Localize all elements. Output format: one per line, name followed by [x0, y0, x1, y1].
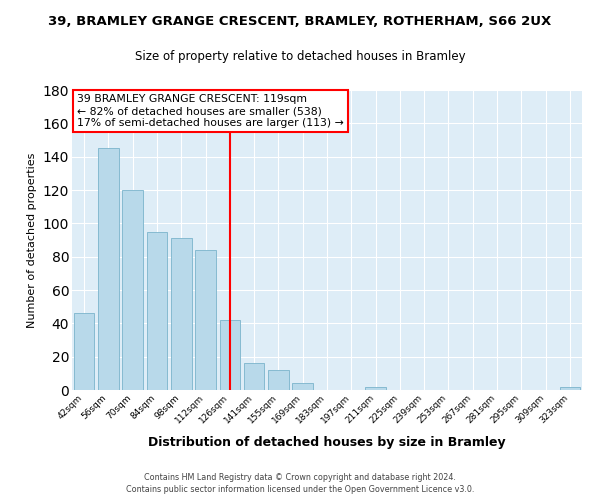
Text: 39 BRAMLEY GRANGE CRESCENT: 119sqm
← 82% of detached houses are smaller (538)
17: 39 BRAMLEY GRANGE CRESCENT: 119sqm ← 82%…: [77, 94, 344, 128]
X-axis label: Distribution of detached houses by size in Bramley: Distribution of detached houses by size …: [148, 436, 506, 449]
Bar: [171, 238, 191, 390]
Text: Contains HM Land Registry data © Crown copyright and database right 2024.: Contains HM Land Registry data © Crown c…: [144, 472, 456, 482]
Bar: [146, 232, 167, 390]
Bar: [268, 370, 289, 390]
Bar: [292, 384, 313, 390]
Bar: [122, 190, 143, 390]
Bar: [560, 386, 580, 390]
Bar: [220, 320, 240, 390]
Bar: [365, 386, 386, 390]
Text: Contains public sector information licensed under the Open Government Licence v3: Contains public sector information licen…: [126, 485, 474, 494]
Bar: [195, 250, 216, 390]
Text: 39, BRAMLEY GRANGE CRESCENT, BRAMLEY, ROTHERHAM, S66 2UX: 39, BRAMLEY GRANGE CRESCENT, BRAMLEY, RO…: [49, 15, 551, 28]
Text: Size of property relative to detached houses in Bramley: Size of property relative to detached ho…: [134, 50, 466, 63]
Bar: [98, 148, 119, 390]
Bar: [74, 314, 94, 390]
Y-axis label: Number of detached properties: Number of detached properties: [27, 152, 37, 328]
Bar: [244, 364, 265, 390]
